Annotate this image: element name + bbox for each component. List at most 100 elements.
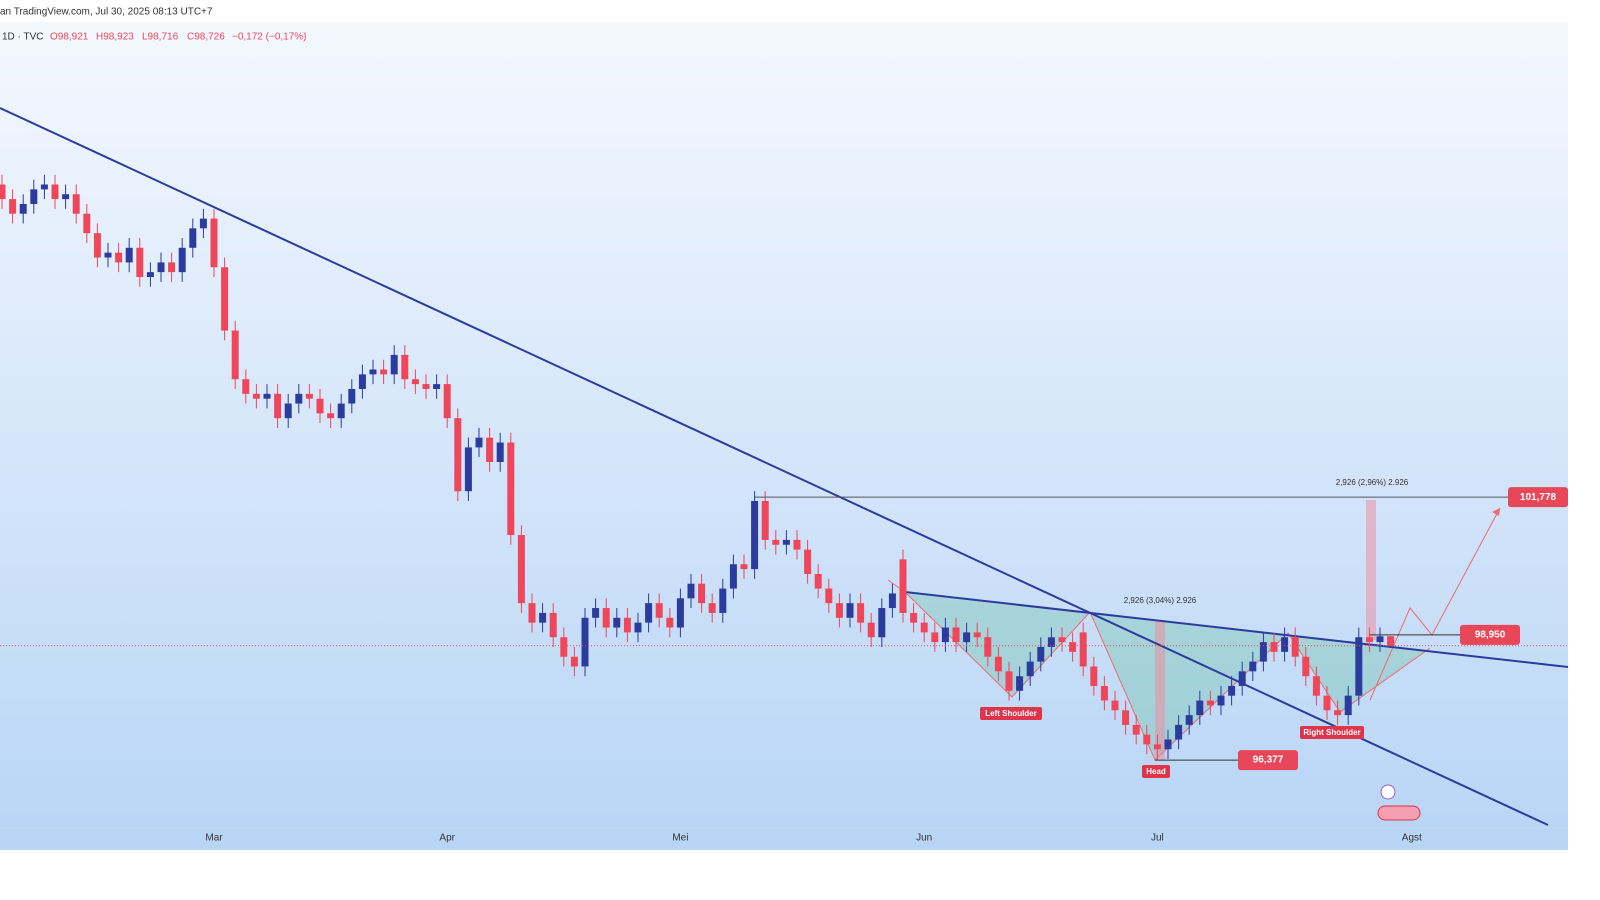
candle-body — [0, 184, 6, 200]
candle-body — [157, 262, 165, 273]
pattern-drawings — [0, 107, 1569, 826]
candle-body — [496, 442, 504, 462]
candle-body — [1387, 636, 1395, 646]
candle-body — [729, 564, 737, 589]
candle-body — [708, 603, 716, 613]
legend: 1D · TVC O98,921 H98,923 L98,716 C98,726… — [2, 32, 307, 43]
candle-body — [910, 612, 918, 623]
candle-body — [973, 632, 981, 638]
candle-body — [1270, 642, 1278, 652]
candle-body — [401, 354, 409, 380]
candle-body — [115, 252, 123, 263]
candle-body — [1037, 646, 1045, 662]
candle-body — [1090, 666, 1098, 686]
candle-body — [1291, 637, 1299, 657]
candle-body — [878, 608, 886, 638]
candle-body — [30, 189, 38, 204]
header-source: an TradingView.com, Jul 30, 2025 08:13 U… — [0, 7, 213, 18]
candle-body — [189, 228, 197, 248]
candle-body — [104, 252, 112, 258]
candle-body — [348, 388, 356, 404]
candle-body — [146, 272, 154, 278]
candle-body — [316, 398, 324, 414]
annotation-box — [980, 707, 1042, 720]
candle-body — [941, 627, 949, 643]
candle-body — [1100, 685, 1108, 701]
candle-body — [814, 573, 822, 589]
candle-body — [443, 384, 451, 419]
candle-body — [1143, 734, 1151, 745]
candle-body — [242, 379, 250, 394]
candle-body — [380, 369, 388, 375]
legend-high: H98,923 — [96, 32, 134, 43]
plot-background — [0, 22, 1568, 850]
candle-body — [835, 603, 843, 618]
candle-body — [433, 384, 441, 389]
candle-body — [252, 393, 260, 399]
candle-body — [40, 184, 48, 190]
candle-body — [1111, 700, 1119, 711]
left-shoulder-label: Left Shoulder — [985, 709, 1037, 718]
candle-body — [168, 262, 176, 273]
candle-body — [1047, 637, 1055, 647]
price-level-label: 96,377 — [1253, 755, 1284, 766]
event-icons[interactable] — [1377, 805, 1421, 821]
candle-body — [804, 549, 812, 574]
candle-body — [899, 559, 907, 613]
candle-body — [1228, 685, 1236, 696]
candle-body — [1196, 700, 1204, 716]
candle-body — [994, 656, 1002, 672]
candle-body — [369, 369, 377, 375]
price-level-label: 98,950 — [1475, 629, 1506, 640]
candle-body — [1175, 724, 1183, 740]
projection-arrowhead — [1492, 508, 1500, 516]
candle-body — [1122, 710, 1130, 725]
candle-body — [231, 330, 239, 380]
candle-body — [1069, 642, 1077, 652]
candle-body — [761, 500, 769, 540]
candle-body — [305, 393, 313, 399]
event-icon[interactable] — [1380, 784, 1396, 800]
candle-body — [857, 603, 865, 623]
candle-body — [93, 233, 101, 258]
candle-body — [1132, 724, 1140, 735]
candles — [0, 174, 1395, 761]
candle-body — [263, 393, 271, 399]
legend-close: C98,726 — [187, 32, 225, 43]
candle-body — [549, 612, 557, 638]
candle-body — [1302, 656, 1310, 677]
candle-body — [528, 603, 536, 623]
candle-body — [1185, 715, 1193, 725]
candle-body — [295, 393, 303, 404]
candle-body — [337, 403, 345, 419]
candle-body — [327, 413, 335, 419]
candle-body — [507, 442, 515, 536]
candle-body — [698, 583, 706, 604]
legend-symbol: 1D · TVC — [2, 32, 44, 43]
measure-bar — [1155, 620, 1165, 760]
candle-body — [210, 218, 218, 268]
candle-body — [358, 374, 366, 389]
candle-body — [846, 603, 854, 618]
candle-body — [952, 627, 960, 643]
legend-change: −0,172 (−0,17%) — [232, 32, 307, 43]
price-level-box — [1508, 487, 1568, 508]
candle-body — [178, 247, 186, 273]
candle-body — [454, 418, 462, 492]
pattern-zigzag — [887, 579, 1431, 761]
head-label: Head — [1146, 767, 1166, 776]
candle-body — [592, 608, 600, 618]
measure-label: 2,926 (3,04%) 2.926 — [1124, 596, 1197, 605]
candle-body — [570, 656, 578, 667]
candle-body — [1259, 642, 1267, 662]
candle-body — [83, 213, 91, 234]
candle-body — [560, 637, 568, 657]
candle-body — [1005, 671, 1013, 691]
candle-body — [1312, 676, 1320, 696]
candle-body — [72, 194, 80, 214]
candle-body — [274, 393, 282, 419]
legend-open: O98,921 — [50, 32, 89, 43]
neckline — [904, 591, 1569, 668]
